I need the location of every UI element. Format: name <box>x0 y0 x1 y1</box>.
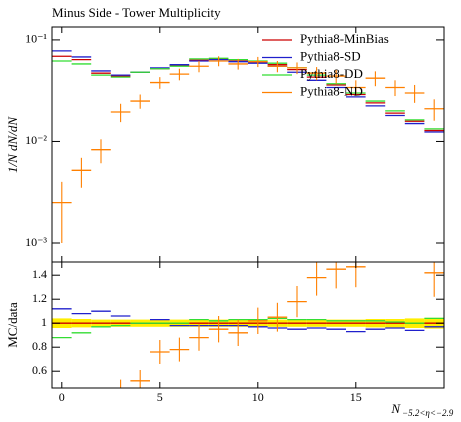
ratio-frame <box>51 261 445 389</box>
y-tick-label: 0.6 <box>32 363 47 377</box>
y-tick-label: 0.8 <box>32 339 47 353</box>
y-tick-label: 10⁻¹ <box>25 32 47 46</box>
legend-label: Pythia8-SD <box>300 48 361 63</box>
y-tick-label: 10⁻³ <box>25 235 47 249</box>
x-tick-label: 10 <box>252 390 264 404</box>
axes: 10⁻³ 10⁻² 10⁻¹ 0.6 0.8 1 1.2 1.4 0 5 10 15 <box>25 26 445 404</box>
chart-title: Minus Side - Tower Multiplicity <box>52 5 221 20</box>
legend-label: Pythia8-DD <box>300 66 363 81</box>
x-axis-label: N <box>390 401 401 416</box>
x-tick-label: 5 <box>157 390 163 404</box>
legend-label: Pythia8-ND <box>300 83 363 98</box>
y-tick-label: 10⁻² <box>25 133 47 147</box>
y-tick-label: 1.2 <box>32 291 47 305</box>
main-plot <box>52 50 444 244</box>
legend-label: Pythia8-MinBias <box>300 31 389 46</box>
y-tick-label: 1.4 <box>32 267 47 281</box>
y-tick-label: 1 <box>41 315 47 329</box>
x-axis-label-sub: −5.2<η<−2.9 <box>402 408 454 418</box>
ratio-plot <box>52 262 444 388</box>
x-tick-label: 15 <box>350 390 362 404</box>
y-axis-label: 1/N dN/dN <box>5 116 20 173</box>
y-axis-label: MC/data <box>5 302 20 348</box>
x-tick-label: 0 <box>59 390 65 404</box>
